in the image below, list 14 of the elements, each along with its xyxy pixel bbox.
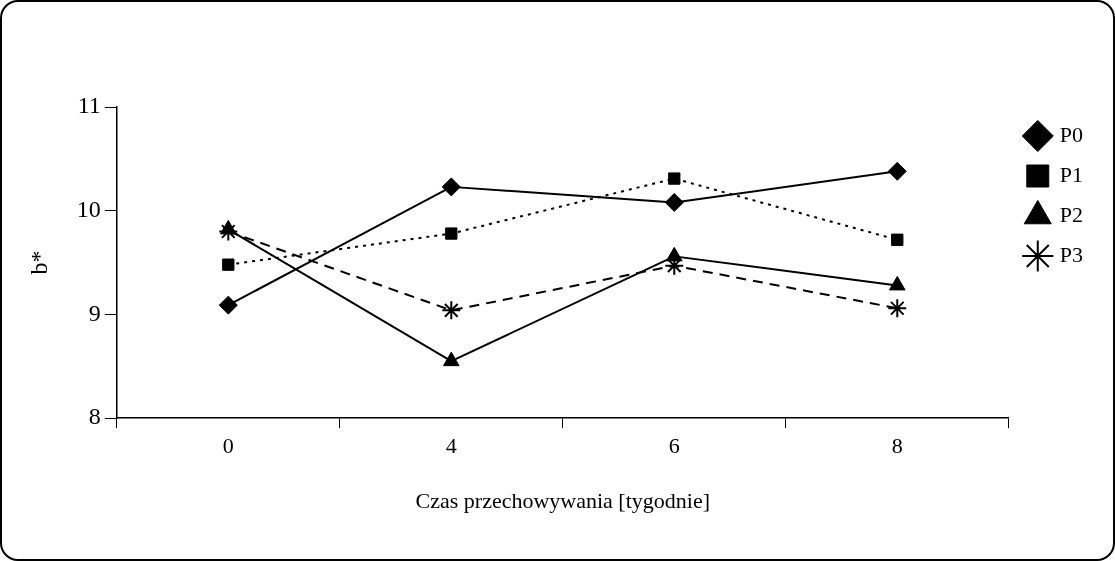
legend-label: P0 xyxy=(1059,121,1084,147)
y-tick-label: 10 xyxy=(76,196,101,223)
y-tick-label: 9 xyxy=(88,299,101,326)
x-tick-label: 4 xyxy=(445,433,457,459)
legend-label: P1 xyxy=(1059,161,1084,187)
legend-label: P2 xyxy=(1059,201,1084,227)
x-tick-label: 0 xyxy=(222,433,234,459)
y-tick-label: 11 xyxy=(77,92,101,119)
y-tick-label: 8 xyxy=(88,403,101,430)
y-axis-title: b* xyxy=(25,250,52,275)
x-axis-title: Czas przechowywania [tygodnie] xyxy=(415,487,711,513)
legend-label: P3 xyxy=(1059,241,1084,267)
x-tick-label: 8 xyxy=(891,433,903,459)
x-tick-label: 6 xyxy=(668,433,680,459)
